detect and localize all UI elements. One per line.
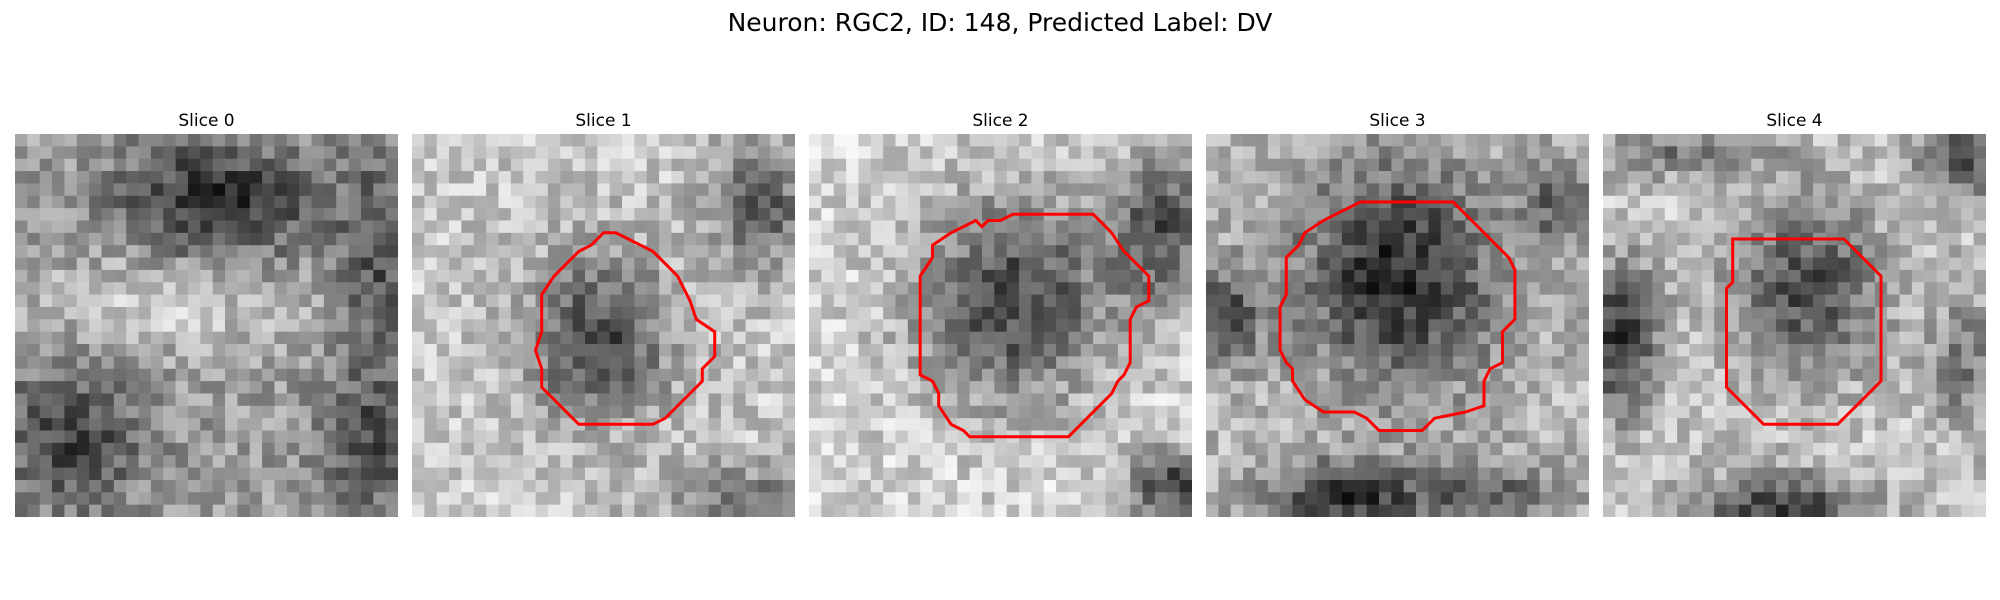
slice-panel-3: Slice 3 — [1206, 110, 1589, 517]
slice-image-2 — [809, 134, 1192, 517]
pixel-grid — [15, 134, 398, 517]
pixel-grid — [1206, 134, 1589, 517]
slice-title-2: Slice 2 — [972, 111, 1029, 131]
slice-panel-4: Slice 4 — [1603, 110, 1986, 517]
neuron-contour — [1278, 200, 1517, 432]
slice-title-0: Slice 0 — [178, 111, 235, 131]
slice-image-1 — [412, 134, 795, 517]
slice-panel-2: Slice 2 — [809, 110, 1192, 517]
slice-title-4: Slice 4 — [1766, 111, 1823, 131]
slice-image-3 — [1206, 134, 1589, 517]
slice-panel-1: Slice 1 — [412, 110, 795, 517]
slice-title-1: Slice 1 — [575, 111, 632, 131]
slice-image-0 — [15, 134, 398, 517]
neuron-contour — [1725, 237, 1883, 426]
pixel-grid — [412, 134, 795, 517]
slice-image-4 — [1603, 134, 1986, 517]
pixel-grid — [1603, 134, 1986, 517]
neuron-contour — [533, 231, 717, 426]
slice-panel-0: Slice 0 — [15, 110, 398, 517]
pixel-grid — [809, 134, 1192, 517]
neuron-contour — [918, 212, 1151, 439]
slice-title-3: Slice 3 — [1369, 111, 1426, 131]
figure-title: Neuron: RGC2, ID: 148, Predicted Label: … — [727, 8, 1273, 37]
